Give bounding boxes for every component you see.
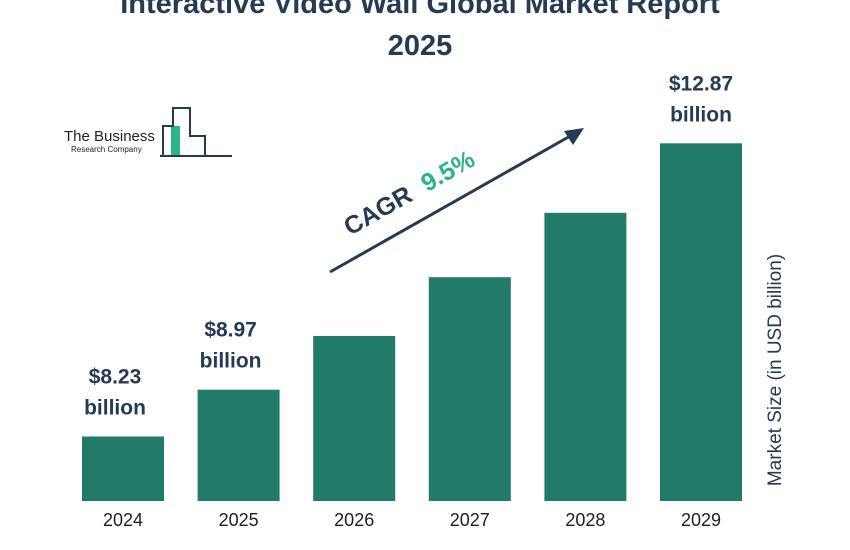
chart-title-line-1: Interactive Video Wall Global Market Rep… <box>120 0 720 20</box>
data-label-2025: $8.97 billion <box>200 319 262 373</box>
y-axis-label: Market Size (in USD billion) <box>765 254 786 486</box>
bars <box>82 143 742 502</box>
cagr-label: CAGR <box>339 181 417 242</box>
data-label-line: billion <box>84 397 146 420</box>
company-logo: The Business Research Company <box>64 107 232 157</box>
logo-bars-icon <box>160 107 232 157</box>
x-tick-label-2027: 2027 <box>450 510 490 530</box>
data-label-line: $8.23 <box>89 366 142 389</box>
chart-title: Interactive Video Wall Global Market Rep… <box>120 0 720 62</box>
bar-2025 <box>197 389 280 501</box>
logo-text-line-1: The Business <box>64 128 155 145</box>
x-tick-label-2029: 2029 <box>681 510 721 530</box>
logo-text-line-2: Research Company <box>71 145 142 154</box>
bar-2029 <box>660 143 742 502</box>
bar-2024 <box>82 436 164 501</box>
cagr-arrow-line <box>329 133 573 274</box>
data-labels: $8.23 billion $8.97 billion $12.87 billion <box>84 72 733 419</box>
bar-2026 <box>313 336 396 501</box>
data-label-line: $8.97 <box>204 319 257 342</box>
bar-2028 <box>544 212 627 502</box>
x-tick-label-2025: 2025 <box>219 510 259 530</box>
x-tick-label-2024: 2024 <box>103 510 143 530</box>
x-axis-ticks: 2024 2025 2026 2027 2028 2029 <box>103 510 721 530</box>
chart-title-line-2: 2025 <box>388 30 453 62</box>
data-label-line: $12.87 <box>669 72 733 95</box>
data-label-line: billion <box>670 103 732 126</box>
data-label-2029: $12.87 billion <box>669 72 733 126</box>
bar-2027 <box>428 277 511 501</box>
cagr-arrow-head-icon <box>564 128 584 145</box>
cagr-value: 9.5% <box>416 145 479 197</box>
data-label-line: billion <box>200 350 262 373</box>
x-tick-label-2026: 2026 <box>334 510 374 530</box>
data-label-2024: $8.23 billion <box>84 366 146 420</box>
x-tick-label-2028: 2028 <box>565 510 605 530</box>
